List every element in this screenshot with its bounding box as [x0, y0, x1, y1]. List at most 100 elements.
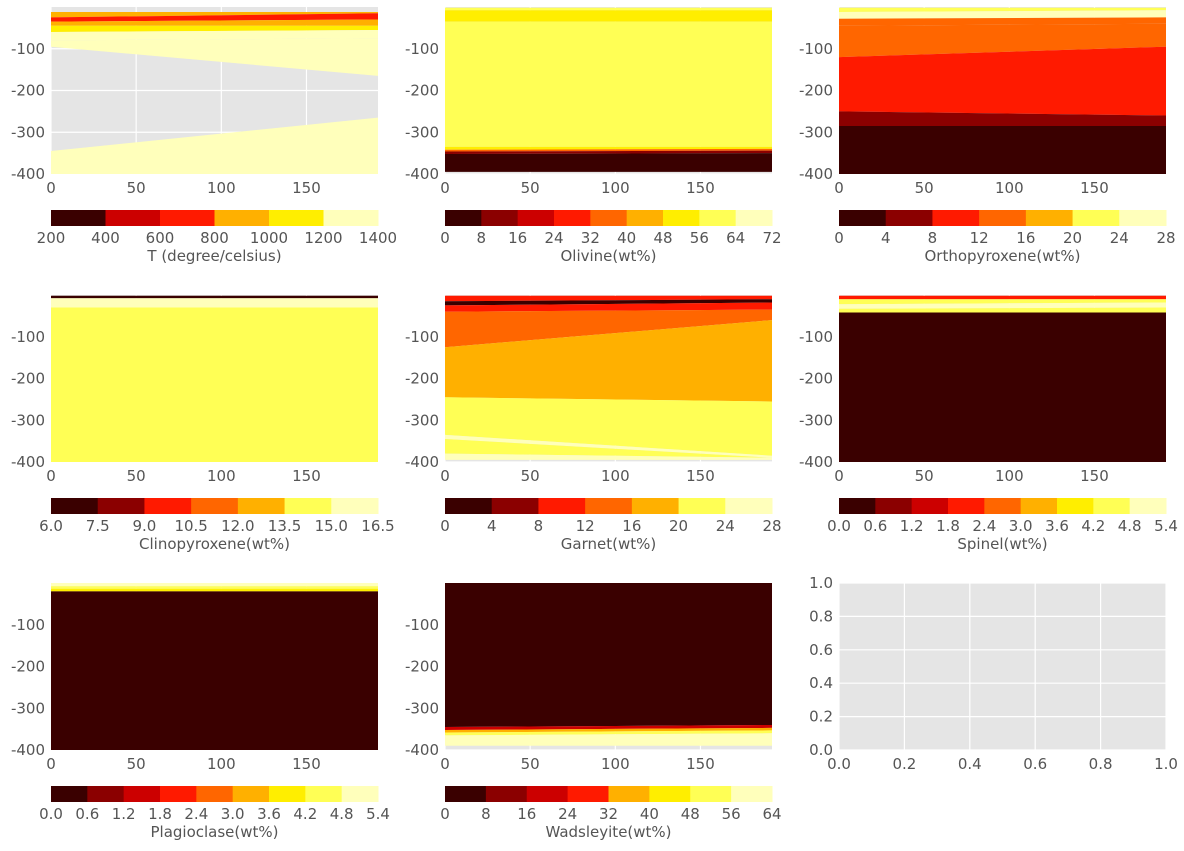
- colorbar-swatch: [160, 210, 215, 226]
- colorbar-tick-label: 0.0: [827, 517, 851, 535]
- contour-band: [445, 295, 772, 302]
- colorbar-tick-label: 1.8: [936, 517, 960, 535]
- contour-band: [51, 13, 378, 22]
- x-tick-label: 100: [995, 179, 1024, 197]
- colorbar-tick-label: 1400: [359, 229, 397, 247]
- colorbar-tick-label: 24: [544, 229, 563, 247]
- x-tick-label: 0: [834, 179, 844, 197]
- colorbar-swatch: [725, 498, 773, 514]
- colorbar-label: Clinopyroxene(wt%): [139, 535, 290, 553]
- colorbar-tick-label: 3.0: [221, 805, 245, 823]
- contour-band: [445, 150, 772, 154]
- x-tick-label: 100: [207, 467, 236, 485]
- subplot-4: 6.0 7.5 9.0 10.5 12.0 13.5 15.0 16.5 Clinopyroxe…: [11, 295, 395, 553]
- x-tick-label: 150: [686, 467, 715, 485]
- contour-band: [445, 299, 772, 306]
- y-tick-label: 0.6: [809, 641, 833, 659]
- y-tick-label: -100: [799, 328, 833, 346]
- colorbar-swatch: [699, 210, 737, 226]
- colorbar-tick-label: 12: [576, 517, 595, 535]
- y-tick-label: -400: [405, 741, 439, 759]
- colorbar-tick-label: 5.4: [366, 805, 390, 823]
- contour-band: [839, 295, 1166, 300]
- colorbar-swatch: [631, 498, 680, 514]
- colorbar-tick-label: 5.4: [1154, 517, 1178, 535]
- colorbar-tick-label: 10.5: [174, 517, 207, 535]
- y-tick-label: -200: [799, 370, 833, 388]
- colorbar-tick-label: 40: [640, 805, 659, 823]
- colorbar-swatch: [875, 498, 913, 514]
- y-tick-label: -100: [11, 616, 45, 634]
- colorbar-tick-label: 0: [440, 517, 450, 535]
- colorbar-label: Olivine(wt%): [560, 247, 656, 265]
- x-tick-label: 50: [915, 467, 934, 485]
- colorbar-swatch: [331, 498, 379, 514]
- x-tick-label: 50: [127, 467, 146, 485]
- colorbar-swatch: [678, 498, 726, 514]
- colorbar-swatch: [663, 210, 700, 226]
- x-tick-label: 100: [207, 179, 236, 197]
- x-tick-label: 150: [292, 179, 321, 197]
- colorbar-swatch: [485, 786, 528, 802]
- colorbar-tick-label: 1.8: [148, 805, 172, 823]
- colorbar-swatch: [87, 786, 125, 802]
- colorbar-tick-label: 16: [622, 517, 641, 535]
- colorbar-swatch: [269, 210, 324, 226]
- colorbar-tick-label: 28: [762, 517, 781, 535]
- contour-band: [839, 7, 1166, 12]
- colorbar-tick-label: 12.0: [221, 517, 254, 535]
- plot-background: [839, 583, 1166, 750]
- contour-band: [51, 295, 378, 299]
- colorbar-swatch: [196, 786, 234, 802]
- colorbar-tick-label: 4: [487, 517, 497, 535]
- colorbar-swatch: [491, 498, 539, 514]
- colorbar-tick-label: 64: [762, 805, 781, 823]
- colorbar-tick-label: 72: [762, 229, 781, 247]
- contour-band: [445, 397, 772, 456]
- y-tick-label: 0.2: [809, 708, 833, 726]
- colorbar-tick-label: 4: [881, 229, 891, 247]
- colorbar-tick-label: 1.2: [112, 805, 136, 823]
- contour-band: [445, 153, 772, 172]
- y-tick-label: -300: [405, 123, 439, 141]
- colorbar-swatch: [590, 210, 628, 226]
- x-tick-label: 0.2: [892, 755, 916, 773]
- x-tick-label: 50: [521, 467, 540, 485]
- contour-band: [51, 583, 378, 587]
- colorbar-swatch: [626, 210, 664, 226]
- colorbar-swatch: [51, 210, 106, 226]
- colorbar-swatch: [51, 786, 88, 802]
- colorbar-swatch: [305, 786, 343, 802]
- colorbar-tick-label: 64: [726, 229, 745, 247]
- colorbar-swatch: [1025, 210, 1074, 226]
- contour-band: [51, 307, 378, 462]
- y-tick-label: -200: [11, 370, 45, 388]
- subplot-6: 0.0 0.6 1.2 1.8 2.4 3.0 3.6 4.2 4.8 5.4 Spinel(wt%…: [799, 295, 1178, 553]
- colorbar-swatch: [1072, 210, 1120, 226]
- colorbar-tick-label: 16: [508, 229, 527, 247]
- colorbar-swatch: [323, 210, 379, 226]
- colorbar-tick-label: 3.0: [1009, 517, 1033, 535]
- y-tick-label: -300: [11, 123, 45, 141]
- y-tick-label: -200: [11, 658, 45, 676]
- x-tick-label: 0: [46, 467, 56, 485]
- colorbar-swatch: [554, 210, 591, 226]
- y-tick-label: -300: [11, 699, 45, 717]
- y-tick-label: 0.8: [809, 607, 833, 625]
- y-tick-label: -100: [11, 40, 45, 58]
- colorbar-tick-label: 24: [716, 517, 735, 535]
- contour-band: [839, 299, 1166, 305]
- x-tick-label: 0: [834, 467, 844, 485]
- colorbar-tick-label: 0.6: [863, 517, 887, 535]
- colorbar-label: Plagioclase(wt%): [150, 823, 278, 841]
- contour-band: [51, 586, 378, 589]
- x-tick-label: 0.4: [958, 755, 982, 773]
- colorbar-tick-label: 0: [834, 229, 844, 247]
- colorbar-tick-label: 0.6: [75, 805, 99, 823]
- contour-band: [839, 17, 1166, 26]
- colorbar-tick-label: 4.2: [1081, 517, 1105, 535]
- colorbar-tick-label: 56: [722, 805, 741, 823]
- colorbar-tick-label: 3.6: [1045, 517, 1069, 535]
- colorbar-tick-label: 8: [534, 517, 544, 535]
- contour-band: [445, 727, 772, 733]
